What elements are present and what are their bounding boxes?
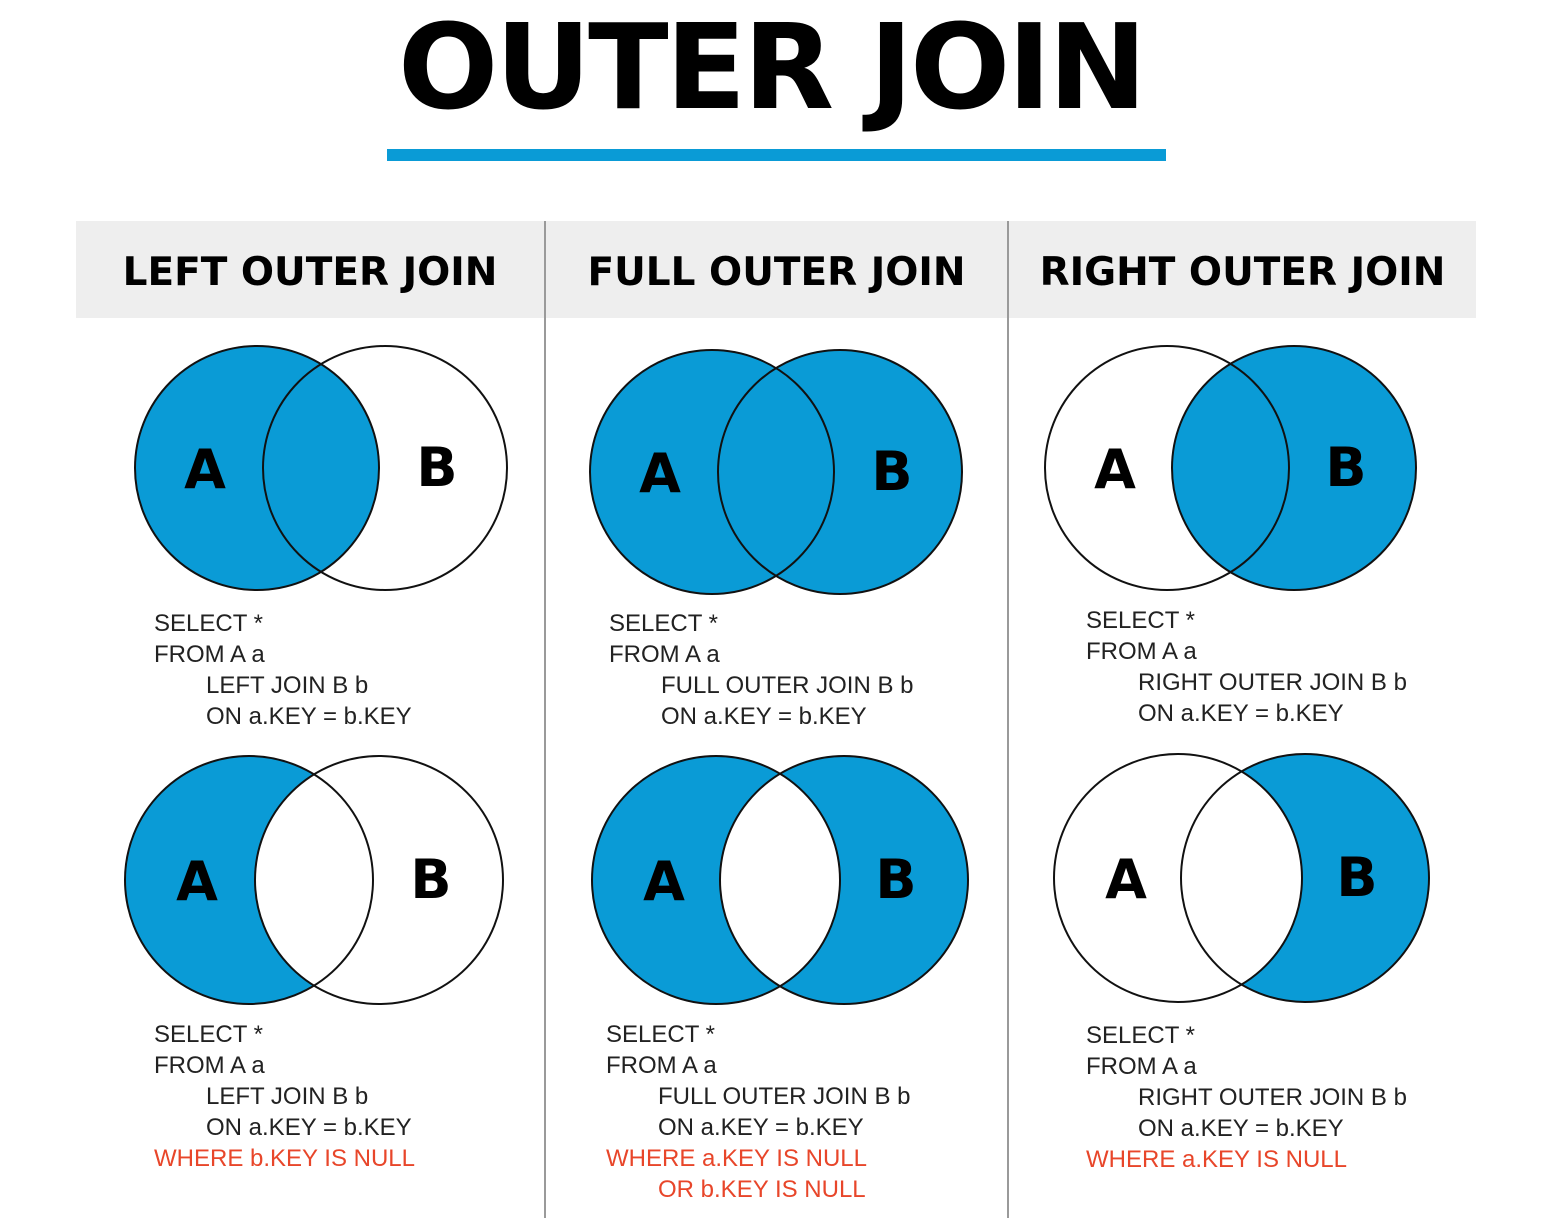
set-a-label: A (643, 850, 685, 913)
sql-or: OR b.KEY IS NULL (658, 1176, 866, 1203)
circle-b-outline (717, 349, 963, 595)
sql-join: FULL OUTER JOIN B b (658, 1083, 911, 1110)
region-intersection (1172, 346, 1289, 590)
circle-a-outline (589, 349, 835, 595)
circle-b-outline (254, 755, 504, 1005)
sql-select: SELECT * (1086, 607, 1195, 634)
set-b-label: B (416, 436, 457, 499)
set-a-label: A (1094, 438, 1136, 501)
sql-right-join: SELECT * FROM A a RIGHT OUTER JOIN B b O… (1086, 605, 1407, 729)
sql-join: FULL OUTER JOIN B b (661, 672, 914, 699)
region-intersection (255, 756, 373, 1004)
sql-on: ON a.KEY = b.KEY (206, 703, 412, 730)
full-outer-join-header: FULL OUTER JOIN (587, 250, 966, 295)
set-b-label: B (410, 848, 451, 911)
sql-join: RIGHT OUTER JOIN B b (1138, 1084, 1407, 1111)
sql-from: FROM A a (154, 641, 265, 668)
circle-b-outline (1180, 753, 1430, 1003)
sql-join: LEFT JOIN B b (206, 672, 369, 699)
set-a-label: A (1105, 848, 1147, 911)
set-b-label: B (871, 440, 912, 503)
circle-a-outline (134, 345, 380, 591)
sql-select: SELECT * (154, 1021, 263, 1048)
sql-where: WHERE a.KEY IS NULL (606, 1145, 867, 1172)
circle-a-outline (591, 755, 841, 1005)
page-title: OUTER JOIN (397, 0, 1147, 136)
sql-where: WHERE b.KEY IS NULL (154, 1145, 415, 1172)
sql-full-join: SELECT * FROM A a FULL OUTER JOIN B b ON… (609, 608, 914, 732)
sql-from: FROM A a (606, 1052, 717, 1079)
region-intersection (720, 756, 840, 1004)
sql-left-join-exclusive: SELECT * FROM A a LEFT JOIN B b ON a.KEY… (154, 1019, 415, 1174)
circle-a-outline (1053, 753, 1303, 1003)
region-intersection (1181, 754, 1302, 1002)
sql-right-join-exclusive: SELECT * FROM A a RIGHT OUTER JOIN B b O… (1086, 1020, 1407, 1175)
sql-select: SELECT * (606, 1021, 715, 1048)
column-divider-2 (1007, 221, 1009, 1218)
region-intersection (718, 350, 834, 594)
sql-from: FROM A a (1086, 1053, 1197, 1080)
sql-left-join: SELECT * FROM A a LEFT JOIN B b ON a.KEY… (154, 608, 412, 732)
sql-join: LEFT JOIN B b (206, 1083, 369, 1110)
sql-from: FROM A a (154, 1052, 265, 1079)
set-b-label: B (875, 848, 916, 911)
header-band (76, 221, 1476, 318)
sql-on: ON a.KEY = b.KEY (658, 1114, 864, 1141)
circle-a-outline (1044, 345, 1290, 591)
sql-on: ON a.KEY = b.KEY (661, 703, 867, 730)
set-a-label: A (639, 442, 681, 505)
sql-select: SELECT * (154, 610, 263, 637)
set-a-label: A (184, 438, 226, 501)
sql-on: ON a.KEY = b.KEY (1138, 1115, 1344, 1142)
set-b-label: B (1325, 436, 1366, 499)
sql-from: FROM A a (1086, 638, 1197, 665)
sql-join: RIGHT OUTER JOIN B b (1138, 669, 1407, 696)
column-divider-1 (544, 221, 546, 1218)
region-intersection (263, 346, 379, 590)
sql-select: SELECT * (609, 610, 718, 637)
circle-b-outline (719, 755, 969, 1005)
circle-b-outline (262, 345, 508, 591)
sql-full-join-exclusive: SELECT * FROM A a FULL OUTER JOIN B b ON… (606, 1019, 911, 1205)
sql-where: WHERE a.KEY IS NULL (1086, 1146, 1347, 1173)
circle-a-outline (124, 755, 374, 1005)
title-underline (387, 149, 1166, 161)
left-outer-join-header: LEFT OUTER JOIN (122, 250, 498, 295)
sql-on: ON a.KEY = b.KEY (1138, 700, 1344, 727)
sql-select: SELECT * (1086, 1022, 1195, 1049)
sql-from: FROM A a (609, 641, 720, 668)
set-b-label: B (1336, 846, 1377, 909)
set-a-label: A (176, 850, 218, 913)
right-outer-join-header: RIGHT OUTER JOIN (1039, 250, 1446, 295)
sql-on: ON a.KEY = b.KEY (206, 1114, 412, 1141)
circle-b-outline (1171, 345, 1417, 591)
